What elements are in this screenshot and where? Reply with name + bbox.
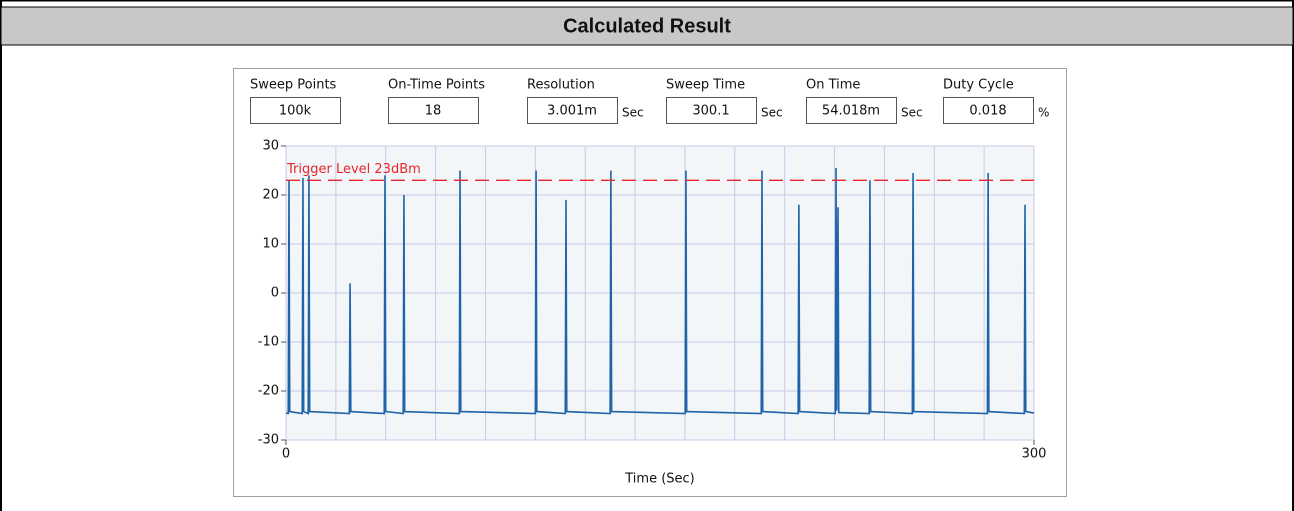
y-tick-label: 30 (262, 139, 279, 154)
field-label: On Time (806, 78, 860, 93)
trigger-label: Trigger Level 23dBm (286, 162, 421, 177)
field-label: Resolution (527, 78, 595, 93)
field-unit: % (1038, 106, 1049, 120)
field-value: 0.018 (969, 104, 1006, 119)
field-unit: Sec (901, 106, 923, 120)
y-tick-label: 0 (271, 286, 279, 301)
field-label: Duty Cycle (943, 78, 1014, 93)
y-tick-label: 20 (262, 188, 279, 203)
y-tick-label: 10 (262, 237, 279, 252)
field-label: Sweep Time (666, 78, 745, 93)
field-label: On-Time Points (388, 78, 485, 93)
header-bar (0, 6, 1294, 46)
y-tick-label: -30 (258, 433, 279, 448)
field-unit: Sec (761, 106, 783, 120)
field-box (250, 97, 341, 124)
field-box (806, 97, 897, 124)
field-value: 100k (279, 104, 312, 119)
field-box (943, 97, 1034, 124)
field-value: 3.001m (547, 104, 597, 119)
field-unit: Sec (622, 106, 644, 120)
y-tick-label: -20 (258, 384, 279, 399)
field-box (388, 97, 479, 124)
field-value: 18 (425, 104, 442, 119)
x-tick-label: 0 (282, 447, 290, 462)
field-box (666, 97, 757, 124)
y-tick-label: -10 (258, 335, 279, 350)
field-box (527, 97, 618, 124)
field-value: 54.018m (822, 104, 880, 119)
field-label: Sweep Points (250, 78, 337, 93)
x-tick-label: 300 (1022, 447, 1047, 462)
header-title: Calculated Result (563, 15, 731, 37)
x-axis-label: Time (Sec) (624, 472, 695, 487)
field-value: 300.1 (692, 104, 729, 119)
trace (285, 168, 1035, 415)
